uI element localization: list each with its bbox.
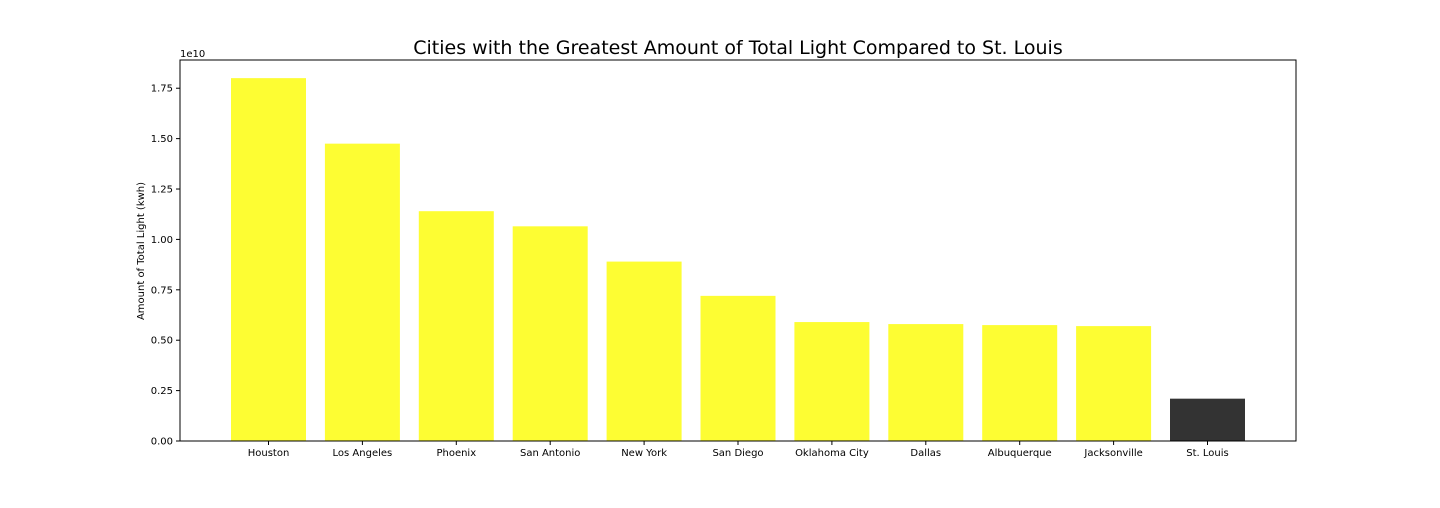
y-tick-label: 0.50 — [151, 336, 173, 347]
bar-jacksonville — [1076, 326, 1152, 441]
bar-new-york — [606, 261, 682, 441]
bar-los-angeles — [324, 143, 400, 441]
x-tick-label: Houston — [248, 448, 290, 459]
y-axis-offset-label: 1e10 — [180, 49, 205, 60]
y-tick-label: 0.25 — [151, 386, 173, 397]
x-tick-label: Los Angeles — [333, 448, 393, 459]
bar-houston — [231, 78, 306, 441]
y-tick-label: 1.00 — [151, 235, 173, 246]
y-tick-label: 0.00 — [151, 437, 173, 448]
x-axis: Houston Los Angeles Phoenix San Antonio New … — [248, 441, 1229, 459]
y-axis-label: Amount of Total Light (kwh) — [136, 182, 147, 320]
plot-frame — [179, 59, 1297, 442]
y-axis: 0.00 0.25 0.50 0.75 1.00 1.25 1.50 1.75 — [151, 84, 180, 448]
bar-san-antonio — [512, 226, 588, 441]
chart-title: Cities with the Greatest Amount of Total… — [413, 37, 1062, 59]
x-tick-label: Oklahoma City — [795, 448, 869, 459]
y-tick-label: 1.50 — [151, 134, 173, 145]
bar-oklahoma-city — [794, 322, 870, 441]
x-tick-label: San Diego — [712, 448, 763, 459]
x-tick-label: Jacksonville — [1083, 448, 1142, 459]
x-tick-label: Phoenix — [436, 448, 476, 459]
x-tick-label: New York — [621, 448, 667, 459]
bar-albuquerque — [982, 325, 1058, 441]
x-tick-label: St. Louis — [1186, 448, 1228, 459]
x-tick-label: Albuquerque — [988, 448, 1052, 459]
bars-layer — [231, 78, 1245, 441]
bar-st-louis — [1170, 398, 1245, 441]
x-tick-label: San Antonio — [520, 448, 580, 459]
y-tick-label: 1.75 — [151, 84, 173, 95]
y-tick-label: 0.75 — [151, 285, 173, 296]
bar-dallas — [888, 324, 964, 441]
y-tick-label: 1.25 — [151, 185, 173, 196]
x-tick-label: Dallas — [910, 448, 941, 459]
bar-san-diego — [700, 295, 776, 441]
bar-phoenix — [418, 211, 494, 441]
